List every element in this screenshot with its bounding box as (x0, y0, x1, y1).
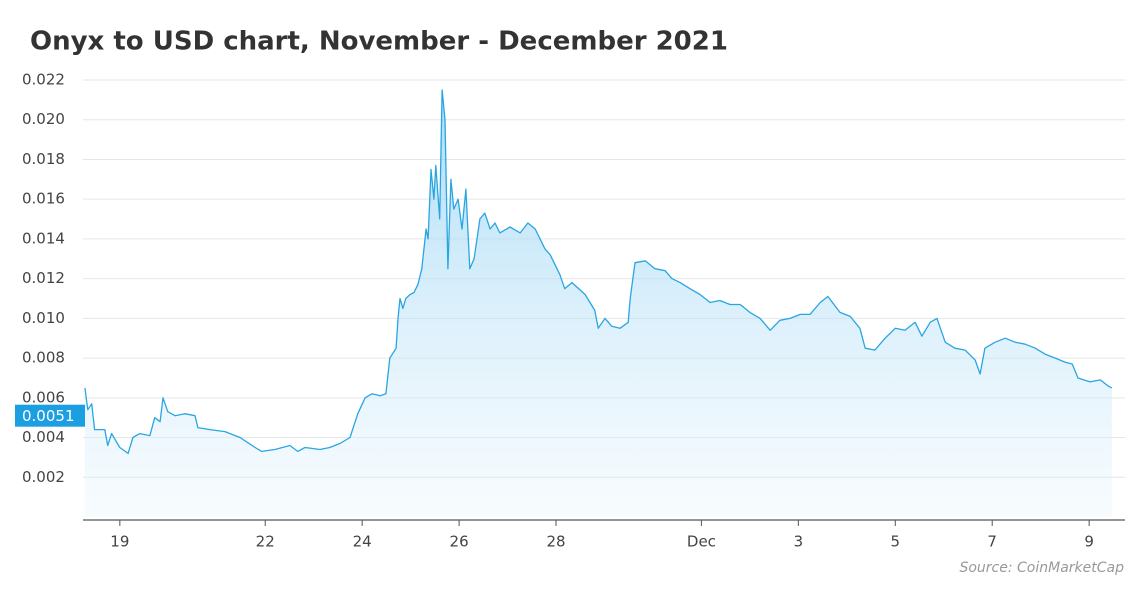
y-tick-label: 0.012 (22, 269, 65, 287)
x-tick-label: 7 (987, 533, 997, 551)
y-tick-label: 0.014 (22, 229, 65, 247)
y-tick-label: 0.002 (22, 468, 65, 486)
area-fill (84, 89, 1112, 518)
y-tick-label: 0.008 (22, 349, 65, 367)
x-tick-label: 19 (110, 533, 129, 551)
y-tick-label: 0.020 (22, 110, 65, 128)
x-tick-label: 28 (546, 533, 565, 551)
x-tick-label: Dec (687, 533, 716, 551)
chart-title: Onyx to USD chart, November - December 2… (30, 27, 728, 57)
x-tick-label: 22 (256, 533, 275, 551)
y-tick-label: 0.018 (22, 150, 65, 168)
y-tick-label: 0.022 (22, 71, 65, 89)
y-tick-label: 0.004 (22, 428, 65, 446)
current-price-label: 0.0051 (22, 407, 75, 425)
y-tick-label: 0.010 (22, 309, 65, 327)
x-tick-label: 5 (891, 533, 901, 551)
x-tick-label: 24 (353, 533, 372, 551)
price-line (84, 89, 1113, 455)
current-price-badge (15, 404, 85, 427)
y-tick-label: 0.006 (22, 388, 65, 406)
x-tick-label: 26 (450, 533, 469, 551)
grid (83, 79, 1125, 478)
x-tick-label: 3 (794, 533, 804, 551)
source-note: Source: CoinMarketCap (959, 560, 1124, 576)
y-tick-label: 0.016 (22, 190, 65, 208)
plot (84, 89, 1113, 518)
x-tick-label: 9 (1084, 533, 1094, 551)
axes: 0.002 0.004 0.006 0.008 0.010 0.012 0.014 0.016… (15, 71, 1094, 551)
